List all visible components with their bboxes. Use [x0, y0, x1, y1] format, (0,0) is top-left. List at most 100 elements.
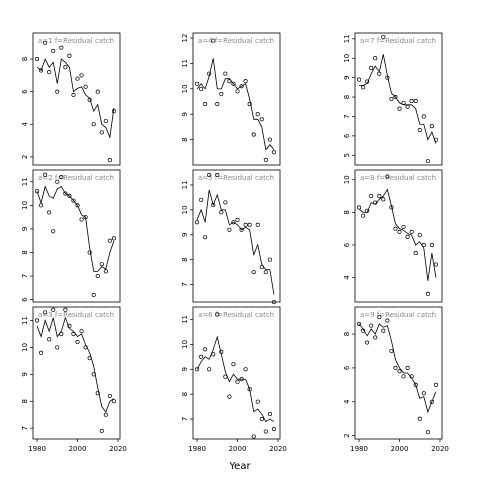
point — [385, 174, 390, 179]
point — [425, 430, 430, 435]
point — [393, 95, 398, 100]
y-tick-label: 10 — [181, 205, 189, 214]
point — [91, 122, 96, 127]
point — [239, 84, 244, 89]
point — [107, 158, 112, 163]
fit-line — [358, 188, 437, 281]
y-tick-label: 10 — [181, 340, 189, 349]
y-tick-label: 10 — [21, 343, 29, 352]
y-tick-label: 8 — [181, 137, 189, 141]
panel-title: a=1 f=Residual catch — [38, 37, 114, 45]
point — [194, 81, 200, 86]
point — [247, 222, 252, 227]
point — [259, 417, 264, 422]
point — [95, 274, 100, 279]
panel: a=8 f=Residual catch 4 6 8 10 — [343, 169, 443, 303]
y-tick-label: 7 — [343, 114, 351, 118]
point — [381, 328, 386, 333]
point — [361, 213, 366, 218]
y-tick-label: 11 — [181, 59, 189, 68]
point — [429, 399, 434, 404]
x-tick-label: 2020 — [431, 445, 449, 453]
x-tick-label: 2000 — [69, 445, 87, 453]
point — [55, 345, 60, 350]
panel: a=2 f=Residual catch 6 7 8 9 10 11 — [21, 169, 121, 303]
point — [255, 399, 260, 404]
point — [215, 172, 220, 178]
point — [207, 172, 212, 178]
y-tick-label: 8 — [21, 57, 29, 61]
point — [365, 340, 370, 345]
point — [255, 112, 260, 117]
point — [107, 238, 112, 243]
point — [39, 68, 44, 73]
fit-line — [36, 185, 115, 272]
y-tick-label: 8 — [181, 392, 189, 396]
panel-frame — [32, 32, 121, 166]
point — [429, 242, 434, 248]
y-tick-label: 8 — [343, 210, 351, 214]
panel-frame — [354, 306, 443, 440]
y-tick-label: 7 — [181, 282, 189, 286]
point — [373, 335, 378, 340]
panel: a=7 f=Residual catch 5 6 7 8 9 10 11 — [343, 32, 443, 166]
y-tick-label: 6 — [21, 89, 29, 94]
point — [75, 76, 80, 81]
point — [75, 339, 80, 345]
point — [405, 365, 410, 370]
panel: a=3 f=Residual catch 7 8 9 10 11 1980 2000 2020 — [21, 306, 127, 453]
point — [47, 70, 52, 75]
panel-frame — [354, 169, 443, 303]
y-tick-label: 11 — [21, 177, 29, 186]
y-tick-label: 12 — [181, 34, 189, 43]
panel-title: a=6 f=Residual catch — [198, 311, 274, 319]
panel-title: a=4 f=Residual catch — [198, 37, 274, 45]
point — [425, 291, 430, 296]
y-tick-label: 7 — [21, 274, 29, 278]
x-axis-label: Year — [228, 461, 251, 472]
fit-line — [358, 323, 437, 414]
point — [393, 365, 398, 370]
y-tick-label: 8 — [343, 95, 351, 99]
point — [433, 382, 438, 387]
y-tick-label: 11 — [181, 315, 189, 324]
point — [203, 102, 208, 107]
point — [63, 191, 68, 196]
x-tick-label: 2000 — [391, 445, 409, 453]
point — [79, 73, 84, 78]
panel-frame — [192, 32, 281, 166]
point — [39, 350, 44, 355]
point — [43, 172, 48, 177]
point — [199, 197, 204, 202]
point — [103, 269, 108, 274]
y-tick-label: 9 — [181, 367, 189, 371]
point — [377, 194, 382, 199]
point — [55, 179, 60, 184]
point — [59, 45, 64, 50]
point — [413, 382, 418, 387]
point — [267, 257, 272, 262]
point — [263, 157, 268, 162]
x-tick-label: 1980 — [350, 445, 368, 453]
y-tick-label: 2 — [21, 155, 29, 159]
y-tick-label: 10 — [181, 84, 189, 93]
y-tick-label: 9 — [343, 75, 351, 79]
point — [51, 48, 56, 53]
point — [207, 367, 212, 372]
panel: a=5 f=Residual catch 7 8 9 10 11 — [181, 169, 281, 305]
point — [95, 89, 100, 94]
point — [235, 379, 240, 384]
point — [413, 251, 418, 256]
point — [107, 393, 112, 398]
y-tick-label: 9 — [181, 112, 189, 116]
point — [34, 57, 40, 62]
panel-frame — [192, 306, 281, 440]
point — [43, 40, 48, 45]
point — [369, 323, 374, 328]
y-tick-label: 7 — [181, 417, 189, 421]
point — [211, 38, 216, 43]
fit-line — [196, 335, 275, 423]
point — [67, 53, 72, 58]
point — [263, 270, 268, 275]
